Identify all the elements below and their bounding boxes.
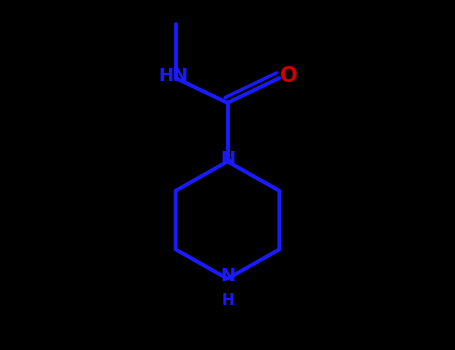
Text: N: N: [220, 267, 235, 286]
Text: H: H: [221, 293, 234, 308]
Text: O: O: [280, 66, 298, 86]
Text: HN: HN: [158, 67, 188, 85]
Text: N: N: [220, 150, 235, 168]
